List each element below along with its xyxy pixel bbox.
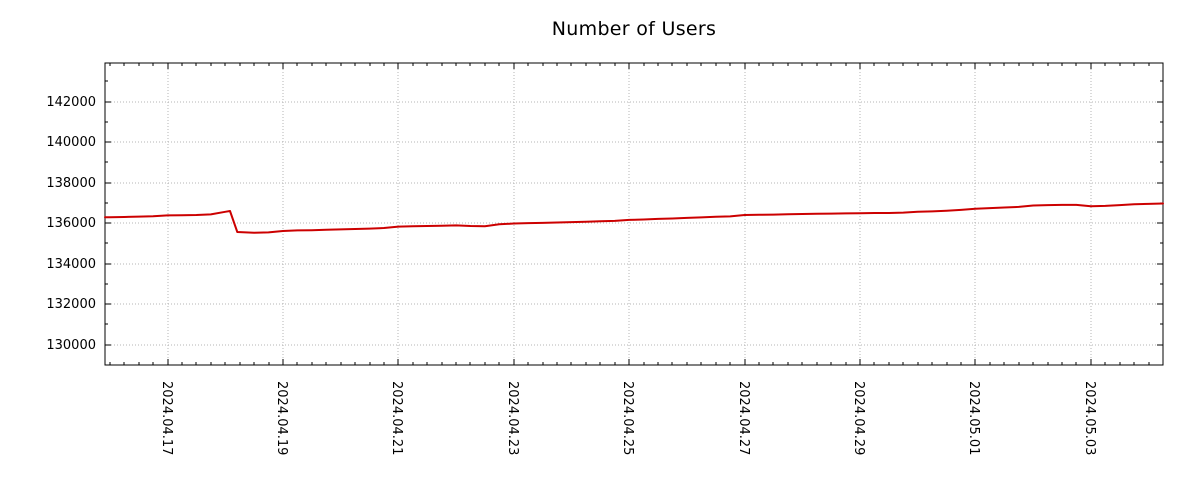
x-tick-label: 2024.04.19 <box>274 381 289 455</box>
x-tick-label: 2024.04.21 <box>389 381 404 455</box>
plot-border <box>104 62 1164 366</box>
y-tick-label: 130000 <box>46 338 96 353</box>
y-tick-label: 134000 <box>46 257 96 272</box>
grid-lines <box>105 63 1163 365</box>
x-axis-labels: 2024.04.17 2024.04.19 2024.04.21 2024.04.23… <box>159 381 1097 455</box>
y-tick-label: 140000 <box>46 135 96 150</box>
users-series-line <box>104 202 1164 234</box>
y-tick-label: 136000 <box>46 216 96 231</box>
y-tick-label: 138000 <box>46 176 96 191</box>
x-tick-label: 2024.04.17 <box>159 381 174 455</box>
y-tick-label: 132000 <box>46 297 96 312</box>
chart-title: Number of Users <box>551 18 717 40</box>
x-tick-label: 2024.05.01 <box>966 381 981 455</box>
x-tick-label: 2024.04.25 <box>620 381 635 455</box>
y-axis-labels: 130000 132000 134000 136000 138000 140000 1420… <box>46 95 96 353</box>
x-tick-label: 2024.04.23 <box>505 381 520 455</box>
x-tick-label: 2024.04.29 <box>851 381 866 455</box>
y-tick-label: 142000 <box>46 95 96 110</box>
x-tick-label: 2024.04.27 <box>736 381 751 455</box>
axis-ticks <box>105 63 1163 365</box>
x-tick-label: 2024.05.03 <box>1082 381 1097 455</box>
